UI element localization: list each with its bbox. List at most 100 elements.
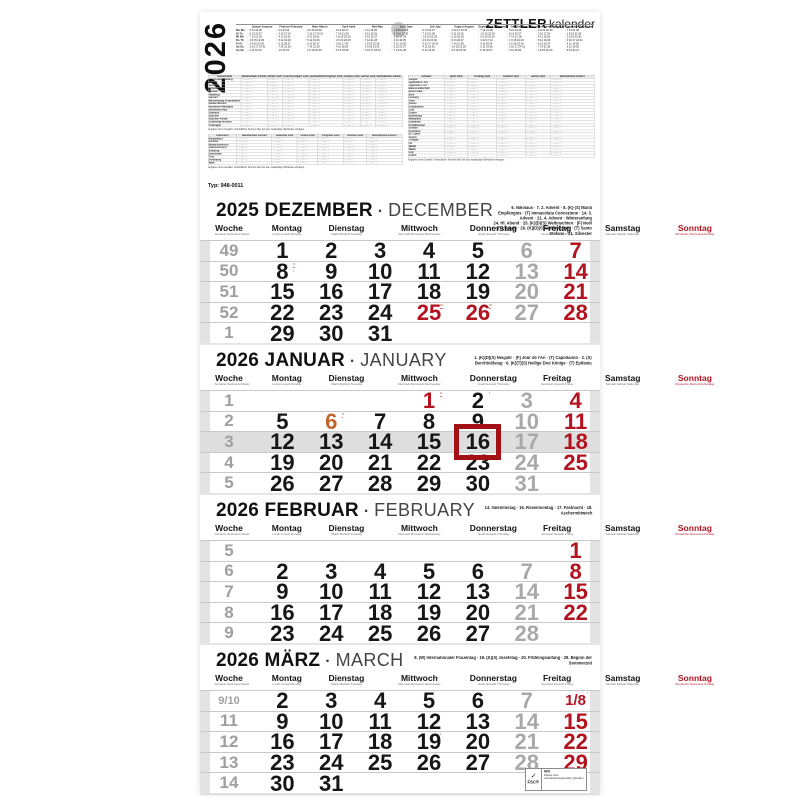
table-cell: ··.··.–··.··. [317, 152, 344, 156]
day-number: 3 [325, 688, 338, 714]
table-row-label: Thüringen [208, 123, 242, 128]
weekday-name: Freitag [542, 373, 572, 383]
mini-month-days: 3 10 17 24 31 [507, 45, 536, 49]
day-number: 7 [374, 408, 387, 434]
week-row: 4 19 20 21 22 23 24 25 [200, 452, 600, 474]
week-marker-slider[interactable] [454, 424, 502, 460]
day-number: 8 [569, 558, 582, 584]
table-cell: ··.··.–··.··. [267, 105, 283, 109]
weekday-header: Woche Semaine Settimana Week Montag Lundi L… [200, 373, 715, 392]
week-number: 11 [220, 711, 238, 731]
day-number: 6 [325, 408, 338, 434]
table-cell: ··.··.–··.··. [236, 161, 273, 166]
table-column-header: Herbst 2026 [360, 75, 377, 79]
day-cell: 27 [453, 752, 502, 774]
day-number: 3 [374, 238, 387, 264]
mini-weekday-label: Fr Fr [236, 42, 243, 46]
day-number: 8 [276, 258, 289, 284]
day-number: 13 [465, 579, 491, 605]
weekday-translations: Vendredi Venerdì Friday [541, 533, 574, 536]
day-number: 7 [520, 558, 533, 584]
weekday-translations: Dimanche Domenica Sunday [675, 383, 715, 386]
table-row: Obwalden ··.··.–··.··. ··.··.–··.··. ··.··.… [408, 120, 595, 124]
day-number: 1 [422, 388, 436, 414]
day-cell: 25 [356, 752, 405, 774]
day-number: 21 [514, 729, 539, 755]
table-cell: ··.··.–··.··. [360, 114, 377, 118]
day-number: 10 [514, 408, 539, 434]
day-number: 6 [520, 238, 533, 264]
weekday-header-cell: Sonntag Dimanche Domenica Sunday [656, 224, 734, 242]
table-row: Waadt ··.··.–··.··. ··.··.–··.··. ··.··.–··… [408, 144, 595, 149]
day-cell: 27 [502, 302, 551, 324]
mini-month-days: 3 10 17 24 31 [363, 48, 392, 53]
day-number: 24 [367, 300, 393, 326]
day-number: 26 [465, 300, 491, 326]
table-row: Bremen ··.··.–··.··. ··.··.–··.··. ··.··.–·… [208, 90, 403, 94]
weekday-translations: Semaine Settimana Week [214, 533, 250, 536]
day-cell: 12 [405, 581, 454, 603]
weekday-name: Montag [271, 223, 302, 233]
table-column-header: Herbst 2026 [525, 75, 551, 79]
month-grid: 49 1 2 3 4 5 6 7 50 8 •• •• • 9 10 11 12 13 14 51 15 16 17 18… [200, 238, 600, 344]
day-number: 31 [319, 770, 344, 796]
weekday-header-cell: Samstag Samedi Sabato Saturday [589, 224, 656, 242]
mini-month-days: 2 9 16 23 30 [564, 35, 594, 39]
mini-month-days: 1 8 15 22 29 [305, 48, 334, 53]
day-number: 19 [416, 729, 442, 755]
month-title: 2026 MÄRZ [216, 650, 321, 671]
mini-month-days: 5 12 19 26 [305, 38, 334, 43]
weekday-translations: Jeudi Giovedì Thursday [477, 683, 510, 686]
day-cell: 13 [502, 260, 551, 282]
table-row: Graubünden ··.··.–··.··. ··.··.–··.··. ··.·… [408, 105, 595, 109]
weekday-translations: Semaine Settimana Week [214, 383, 250, 386]
day-number: 15 [416, 429, 442, 455]
day-number: 12 [465, 258, 491, 284]
fsc-check-glyph: ✓ [530, 773, 537, 780]
month-title-english: MARCH [335, 650, 404, 670]
weekday-translations: Mercredi Mercoledì Wednesday [398, 683, 441, 686]
mini-month-days: 6 13 20 27 [478, 48, 507, 53]
week-row: 7 9 10 11 12 13 14 15 [200, 579, 600, 605]
day-cell: 30 [258, 772, 307, 794]
weekday-translations: Samedi Sabato Saturday [605, 383, 640, 386]
weekday-translations: Lundi Lunedì Monday [272, 383, 302, 386]
day-number: 15 [563, 579, 588, 605]
weekday-name: Woche [215, 673, 243, 683]
day-cell: 15 [405, 429, 454, 455]
day-number: 15 [270, 279, 295, 305]
title-separator: · [377, 203, 384, 220]
table-cell: ··.··.–··.··. [360, 90, 377, 94]
day-cell: 3 [356, 238, 405, 264]
table-region-header: Schweiz [408, 75, 445, 79]
day-cell: 21 [356, 452, 405, 474]
mini-month-days: 2 9 16 23 30 [391, 32, 421, 36]
table-row: Appenzell A. Rh. ··.··.–··.··. ··.··.–··.·… [408, 81, 595, 85]
weekday-header-cell: Woche Semaine Settimana Week [200, 374, 258, 392]
mini-month-days: 3 10 17 24 31 [247, 45, 277, 49]
table-row-label: Solothurn [408, 129, 445, 134]
month-grid: 1 1 •• •• 2 • 3 4 2 5 6 •• • 7 8 9 10 11 3 12 13 14 15 16 17 18… [200, 388, 600, 494]
day-number: 17 [514, 429, 539, 455]
weekday-translations: Lundi Lunedì Monday [272, 533, 302, 536]
table-row-label: Tessin [408, 135, 445, 140]
table-cell: ··.··.–··.··. [240, 123, 268, 128]
day-cell: 1 [551, 540, 600, 562]
week-row: 1 29 30 31 [200, 322, 600, 344]
mini-month-days: 6 13 20 27 [564, 48, 594, 53]
day-number: 5 [422, 688, 436, 714]
mini-month-days: 7 14 21 28 [420, 32, 450, 36]
day-cell: 4 [356, 690, 405, 712]
day-number: 17 [367, 279, 393, 305]
day-number: 4 [569, 388, 582, 414]
week-number: 51 [219, 281, 239, 301]
day-cell [453, 323, 502, 343]
day-number: 20 [465, 600, 491, 626]
day-cell: 16 [453, 424, 502, 460]
weekday-header-cell: Woche Semaine Settimana Week [200, 674, 258, 692]
table-cell: ··.··.–··.··. [317, 137, 344, 141]
mini-month-days: 6 13 20 27 [247, 32, 277, 36]
day-number: 18 [416, 279, 442, 305]
